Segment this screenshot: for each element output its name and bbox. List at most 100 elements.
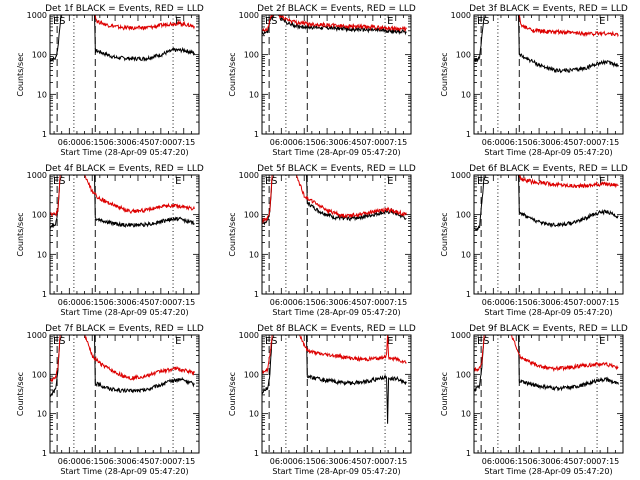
panel-title: Det 3f BLACK = Events, RED = LLD <box>469 4 628 14</box>
x-tick-label: 06:45 <box>338 138 361 147</box>
x-tick-label: 07:00 <box>573 457 596 466</box>
event-marker-label: S <box>59 16 65 27</box>
x-tick-label: 06:45 <box>126 138 149 147</box>
x-tick-label: 06:15 <box>505 298 528 307</box>
reference-lines <box>268 175 386 294</box>
panel-title: Det 5f BLACK = Events, RED = LLD <box>257 164 416 174</box>
y-axis-label: Counts/sec <box>228 52 237 96</box>
event-marker-label: S <box>271 176 277 187</box>
y-tick-label: 1 <box>42 449 47 458</box>
event-marker-label: E <box>265 16 271 27</box>
y-tick-label: 1 <box>466 130 471 139</box>
x-tick-label: 06:00 <box>482 138 505 147</box>
event-marker-label: S <box>271 16 277 27</box>
x-tick-label: 06:30 <box>316 138 339 147</box>
x-tick-label: 07:15 <box>596 138 619 147</box>
x-tick-label: 06:30 <box>104 138 127 147</box>
event-marker-label: S <box>59 176 65 187</box>
y-tick-label: 100 <box>32 211 47 220</box>
panel-det-8: Det 8f BLACK = Events, RED = LLD 1 10 100 10… <box>228 324 416 476</box>
lld-series-line <box>474 335 619 372</box>
event-marker-label: E <box>599 16 605 27</box>
plot-frame <box>473 174 624 295</box>
event-marker-label: E <box>387 336 393 347</box>
x-axis-label: Start Time (28-Apr-09 05:47:20) <box>60 308 188 317</box>
x-tick-label: 06:15 <box>81 298 104 307</box>
x-tick-label: 06:15 <box>505 138 528 147</box>
y-tick-label: 10 <box>37 410 47 419</box>
event-marker-label: E <box>477 16 483 27</box>
plot-frame <box>261 14 412 135</box>
y-tick-label: 1 <box>466 290 471 299</box>
x-tick-label: 06:30 <box>104 457 127 466</box>
panel-det-9: Det 9f BLACK = Events, RED = LLD 1 10 100 10… <box>440 324 628 476</box>
x-tick-label: 07:00 <box>149 138 172 147</box>
plot-frame <box>261 174 412 295</box>
y-tick-label: 10 <box>249 90 259 99</box>
x-tick-label: 06:00 <box>58 457 81 466</box>
y-tick-label: 10 <box>37 250 47 259</box>
y-axis-label: Counts/sec <box>440 212 449 256</box>
event-marker-label: E <box>477 176 483 187</box>
events-series-line <box>262 335 407 424</box>
y-tick-label: 1 <box>42 130 47 139</box>
lld-series-line <box>474 15 619 38</box>
x-ticks: 06:00 06:15 06:30 06:45 07:00 07:15 <box>53 335 200 466</box>
panel-det-5: Det 5f BLACK = Events, RED = LLD 1 10 100 10… <box>228 164 416 317</box>
y-tick-label: 100 <box>244 211 259 220</box>
plot-frame <box>473 14 624 135</box>
events-series-line <box>262 175 407 226</box>
panel-det-1: Det 1f BLACK = Events, RED = LLD 1 10 100 10… <box>16 4 204 157</box>
x-tick-label: 07:15 <box>172 138 195 147</box>
panel-det-7: Det 7f BLACK = Events, RED = LLD 1 10 100 10… <box>16 324 204 476</box>
x-axis-label: Start Time (28-Apr-09 05:47:20) <box>272 148 400 157</box>
events-series-line <box>50 335 195 398</box>
y-axis-label: Counts/sec <box>16 52 25 96</box>
panel-title: Det 6f BLACK = Events, RED = LLD <box>469 164 628 174</box>
y-tick-label: 100 <box>32 370 47 379</box>
y-axis-label: Counts/sec <box>16 212 25 256</box>
x-tick-label: 07:00 <box>149 298 172 307</box>
x-tick-label: 06:15 <box>293 457 316 466</box>
reference-lines <box>268 15 386 134</box>
y-tick-label: 1000 <box>27 331 47 340</box>
panel-title: Det 7f BLACK = Events, RED = LLD <box>45 324 204 334</box>
events-series-line <box>474 15 619 74</box>
panel-title: Det 8f BLACK = Events, RED = LLD <box>257 324 416 334</box>
series-group <box>262 335 407 424</box>
event-marker-label: E <box>53 16 59 27</box>
event-marker-label: S <box>483 336 489 347</box>
y-tick-label: 100 <box>456 51 471 60</box>
reference-lines <box>56 15 174 134</box>
plot-frame <box>49 334 200 454</box>
x-tick-label: 07:15 <box>596 457 619 466</box>
x-tick-label: 06:30 <box>528 138 551 147</box>
y-tick-label: 1000 <box>239 11 259 20</box>
x-tick-label: 06:30 <box>316 298 339 307</box>
x-tick-label: 06:45 <box>126 457 149 466</box>
events-series-line <box>474 335 619 393</box>
event-marker-label: E <box>477 336 483 347</box>
plot-frame <box>49 174 200 295</box>
event-marker-label: S <box>271 336 277 347</box>
x-ticks: 06:00 06:15 06:30 06:45 07:00 07:15 <box>53 175 200 307</box>
panel-det-2: Det 2f BLACK = Events, RED = LLD 1 10 100 10… <box>228 4 416 157</box>
x-axis-label: Start Time (28-Apr-09 05:47:20) <box>484 467 612 476</box>
y-tick-label: 1000 <box>27 11 47 20</box>
x-tick-label: 07:15 <box>172 298 195 307</box>
panel-det-6: Det 6f BLACK = Events, RED = LLD 1 10 100 10… <box>440 164 628 317</box>
y-tick-label: 1000 <box>451 171 471 180</box>
x-tick-label: 07:00 <box>573 138 596 147</box>
series-group <box>50 15 195 63</box>
y-tick-label: 1 <box>42 290 47 299</box>
y-axis-label: Counts/sec <box>440 52 449 96</box>
lld-series-line <box>50 175 195 217</box>
y-tick-label: 100 <box>32 51 47 60</box>
plot-frame <box>261 334 412 454</box>
x-tick-label: 07:15 <box>384 457 407 466</box>
series-group <box>474 335 619 393</box>
panel-det-3: Det 3f BLACK = Events, RED = LLD 1 10 100 10… <box>440 4 628 157</box>
series-group <box>262 15 407 36</box>
y-tick-label: 10 <box>249 410 259 419</box>
